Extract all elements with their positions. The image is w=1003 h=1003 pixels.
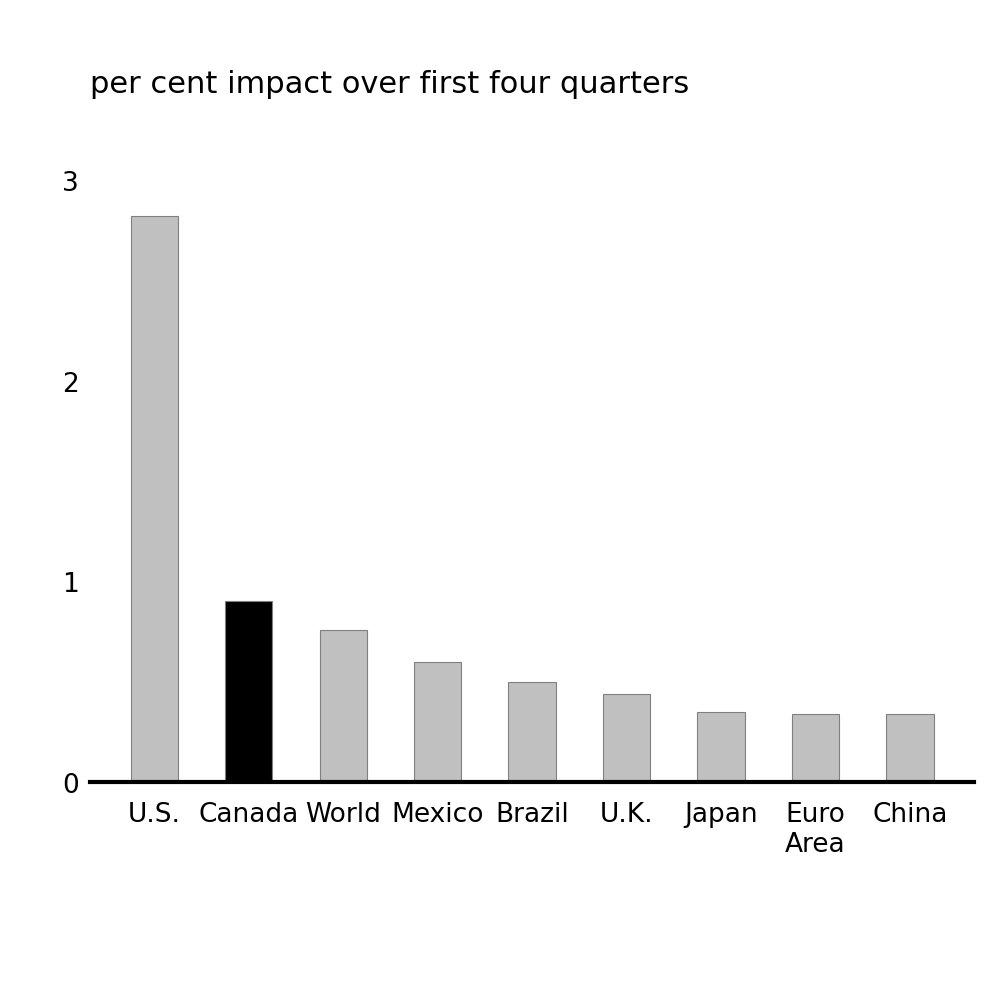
Bar	[225, 602, 272, 782]
Bar	[791, 714, 839, 782]
Bar	[413, 662, 460, 782]
Bar	[697, 712, 744, 782]
Bar	[603, 694, 650, 782]
Bar	[319, 630, 366, 782]
Bar	[130, 217, 178, 782]
Text: per cent impact over first four quarters: per cent impact over first four quarters	[90, 69, 689, 98]
Bar	[886, 714, 933, 782]
Bar	[508, 682, 556, 782]
